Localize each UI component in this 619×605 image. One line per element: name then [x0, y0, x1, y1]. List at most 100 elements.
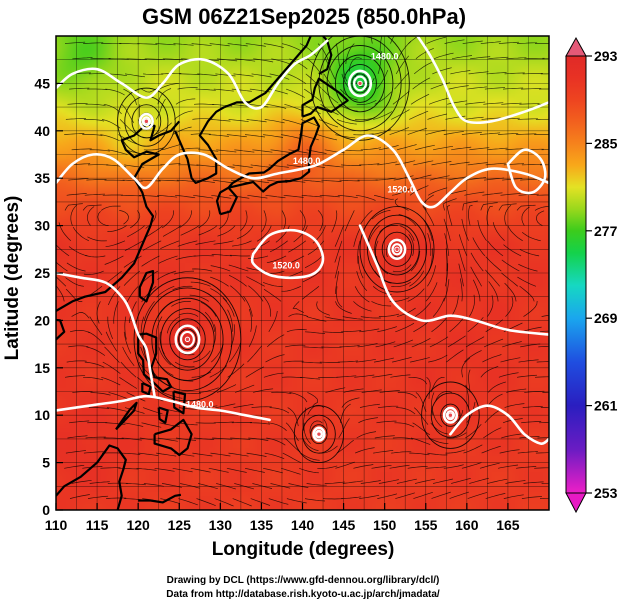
- streamline: [504, 403, 525, 408]
- streamline: [356, 271, 368, 292]
- streamline: [374, 435, 395, 439]
- streamline: [123, 88, 137, 106]
- streamline: [505, 480, 526, 484]
- coastline-negros-cebu: [157, 406, 169, 424]
- streamline: [227, 43, 248, 47]
- streamline: [68, 345, 89, 348]
- streamline: [286, 329, 307, 333]
- streamline: [464, 191, 485, 196]
- streamline: [409, 185, 429, 196]
- streamline: [86, 206, 95, 226]
- streamline: [355, 73, 364, 87]
- streamline: [339, 345, 360, 348]
- streamline: [243, 295, 253, 317]
- colorbar-tick-label: 293: [594, 48, 618, 64]
- streamline: [251, 406, 272, 408]
- streamline: [227, 309, 234, 332]
- streamline: [359, 163, 380, 166]
- streamline: [503, 244, 522, 257]
- streamline: [154, 467, 175, 472]
- vortex-ring: [169, 318, 206, 361]
- colorbar-tick-label: 285: [594, 135, 618, 151]
- streamline: [265, 194, 286, 199]
- streamline: [198, 210, 211, 229]
- streamline: [353, 464, 374, 469]
- streamline: [463, 444, 483, 454]
- streamline: [348, 57, 362, 72]
- streamline: [392, 187, 412, 196]
- streamline: [141, 286, 157, 303]
- streamline: [118, 134, 137, 145]
- streamline: [447, 176, 468, 181]
- streamline: [232, 240, 252, 247]
- streamline: [64, 464, 85, 469]
- streamline: [375, 177, 396, 181]
- streamline: [82, 204, 102, 211]
- streamline: [354, 286, 370, 303]
- streamline: [286, 498, 307, 504]
- streamline: [395, 492, 415, 499]
- streamline: [119, 119, 137, 135]
- contour-east-closed-loop: [449, 404, 549, 445]
- streamline: [138, 194, 160, 197]
- streamline: [281, 285, 302, 292]
- streamline: [210, 452, 231, 457]
- streamline: [372, 373, 393, 378]
- y-tick-label: 5: [42, 455, 50, 471]
- streamline: [378, 405, 399, 408]
- streamline: [282, 452, 302, 464]
- colorbar-bottom-arrow: [565, 492, 587, 514]
- streamline: [107, 225, 127, 232]
- vortex-core-ring: [347, 69, 373, 98]
- streamline: [247, 194, 268, 199]
- streamline: [86, 346, 106, 356]
- streamline: [269, 407, 290, 414]
- x-tick-label: 110: [45, 517, 68, 533]
- streamline: [156, 285, 175, 298]
- streamline: [518, 359, 539, 363]
- streamline: [334, 240, 343, 263]
- streamline: [504, 282, 517, 302]
- streamline: [445, 449, 466, 454]
- streamline: [261, 210, 267, 232]
- streamline: [431, 316, 448, 333]
- streamline: [123, 270, 141, 286]
- vortex-ring: [318, 36, 402, 132]
- streamline: [485, 256, 502, 272]
- streamline: [465, 423, 482, 439]
- streamline: [409, 270, 425, 287]
- streamline: [469, 477, 489, 484]
- streamline: [156, 452, 177, 457]
- streamline: [413, 491, 433, 499]
- streamline: [534, 376, 549, 378]
- streamline: [355, 358, 376, 363]
- streamline: [161, 143, 182, 151]
- contour-label: 1520.0: [387, 184, 415, 194]
- streamline: [250, 164, 271, 168]
- streamline: [56, 285, 65, 302]
- credit-line-drawing: Drawing by DCL (https://www.gfd-dennou.o…: [167, 575, 440, 586]
- streamline: [190, 281, 211, 287]
- streamline: [501, 102, 522, 105]
- vortex-low-subtropical: [359, 206, 435, 293]
- streamline: [233, 73, 254, 77]
- streamline: [189, 294, 209, 302]
- streamline: [143, 73, 164, 75]
- streamline: [269, 240, 288, 253]
- x-tick-label: 140: [291, 517, 315, 533]
- streamline: [318, 119, 339, 128]
- streamline: [283, 360, 304, 363]
- streamline: [378, 144, 399, 151]
- streamline: [397, 392, 418, 399]
- streamline: [196, 164, 217, 168]
- x-tick-label: 120: [126, 517, 150, 533]
- streamline: [465, 384, 470, 408]
- streamline: [427, 113, 448, 120]
- streamline: [265, 354, 285, 363]
- streamline: [178, 312, 199, 317]
- streamline: [96, 301, 101, 324]
- streamline: [499, 449, 520, 454]
- streamline: [498, 132, 519, 135]
- streamline: [480, 202, 498, 211]
- streamline: [444, 39, 465, 44]
